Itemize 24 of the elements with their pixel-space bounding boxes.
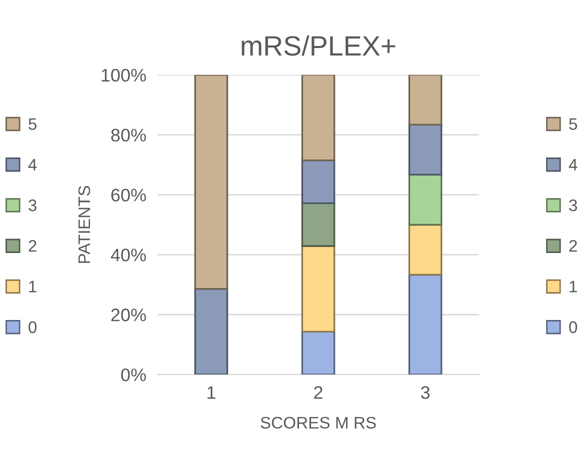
category-label: 3 <box>28 199 36 212</box>
legend-label: 2 <box>569 240 577 252</box>
x-tick-label: 2 <box>314 386 322 399</box>
y-axis-title: PATIENTS <box>78 186 90 263</box>
legend-label: 0 <box>569 321 578 334</box>
legend-label: 5 <box>569 118 578 130</box>
x-tick-label: 1 <box>208 386 216 399</box>
x-tick-label: 3 <box>421 386 430 399</box>
text: 5 <box>28 118 36 130</box>
y-tick-label: 40% <box>110 248 146 262</box>
legend-label: 4 <box>568 158 578 170</box>
category-label: 2 <box>28 240 36 252</box>
y-tick-label: 60% <box>111 188 146 202</box>
y-tick-label: 80% <box>111 128 146 142</box>
text: 0 <box>28 321 37 334</box>
x-axis-title: SCORES M RS <box>260 416 376 429</box>
legend-label: 3 <box>569 199 578 212</box>
y-tick-label: 100% <box>102 68 146 82</box>
chart-title: mRS/PLEX+ <box>242 35 396 56</box>
legend-label: 1 <box>570 280 577 292</box>
y-tick-label: 20% <box>111 308 146 322</box>
y-tick-label: 0% <box>121 368 146 382</box>
category-label: 1 <box>29 280 36 292</box>
text: 4 <box>28 158 37 170</box>
